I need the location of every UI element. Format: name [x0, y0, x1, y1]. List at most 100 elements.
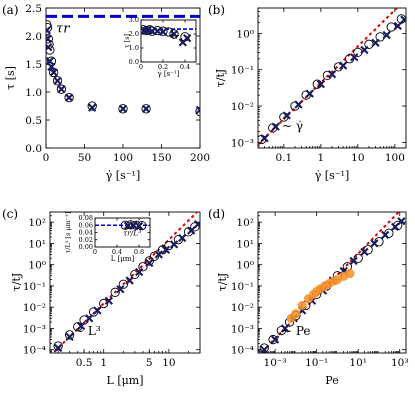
- y-tick-label: 10⁻¹: [23, 281, 46, 293]
- data-point: [93, 306, 102, 315]
- plot-area: [259, 212, 406, 353]
- y-tick-label: 10⁻¹: [231, 281, 254, 293]
- x-axis-label: L [μm]: [107, 374, 144, 387]
- x-tick-label: 0.1: [276, 152, 293, 164]
- data-point: [345, 269, 355, 279]
- y-tick-label: 0.04: [79, 229, 93, 237]
- x-tick-label: 10¹: [349, 357, 367, 369]
- x-tick-label: 10: [351, 152, 364, 164]
- data-point: [390, 222, 400, 232]
- panel-c: 0.5 1 5 10 10⁻⁴ 10⁻³ 10⁻² 10⁻¹ 10⁰ 10¹ 10² L [μm] τ/…: [2, 207, 201, 387]
- y-tick-label: 0.5: [25, 115, 42, 127]
- x-tick-label: 0.8: [134, 248, 144, 256]
- y-tick-label: 0.00: [79, 243, 93, 251]
- data-point: [138, 262, 148, 272]
- x-tick-label: 50: [78, 152, 91, 164]
- data-point: [88, 103, 97, 112]
- plot-area: [141, 25, 196, 47]
- data-point: [382, 30, 391, 40]
- data-point: [145, 258, 154, 268]
- trend-line: [258, 8, 399, 146]
- y-tick-label: 10⁻²: [23, 302, 46, 314]
- inset-reference-label: τr/L³: [123, 228, 141, 237]
- data-point: [271, 122, 280, 131]
- axes-frame: [49, 211, 201, 354]
- data-point: [158, 27, 168, 37]
- data-point: [64, 330, 75, 340]
- inset-2: 0 0.4 0.8 0.000.020.040.060.08 L [μm] τ/L³ [s…: [64, 212, 151, 263]
- reference-label: τr: [56, 21, 70, 36]
- data-point: [282, 111, 291, 120]
- x-tick-label: 10⁻³: [264, 357, 287, 369]
- data-point: [294, 100, 303, 109]
- data-point: [57, 85, 66, 94]
- y-tick-label: 2.0: [129, 30, 139, 38]
- x-tick-label: 10⁻¹: [305, 357, 328, 369]
- data-point: [53, 76, 62, 85]
- x-tick-label: 0.2: [158, 63, 168, 71]
- plot-area: [258, 8, 406, 146]
- y-tick-label: 2.5: [25, 3, 42, 15]
- panel-b: 0.1 1 10 100 10⁻³ 10⁻² 10⁻¹ 10⁰ γ̇ [s⁻¹] τ/tJ (b) ~…: [208, 3, 407, 182]
- panel-d: 10⁻³ 10⁻¹ 10¹ 10³ 10⁻⁴ 10⁻³ 10⁻² 10⁻¹ 10⁰ 10¹ 10² P…: [208, 207, 409, 387]
- inset-x-axis-label: γ̇ [s⁻¹]: [158, 70, 180, 78]
- data-point: [46, 26, 51, 35]
- data-point: [305, 89, 314, 98]
- data-point: [154, 250, 163, 259]
- y-tick-label: 0.08: [79, 214, 93, 222]
- x-tick-label: 0: [43, 152, 50, 164]
- trend-line: [259, 212, 401, 353]
- data-point: [46, 34, 53, 44]
- data-point: [46, 43, 53, 52]
- inset-reference-label: τr: [171, 32, 179, 41]
- y-tick-label: 10⁻³: [231, 323, 254, 335]
- data-point: [260, 134, 269, 143]
- data-point: [53, 341, 63, 351]
- panel-label: (a): [2, 3, 19, 17]
- data-point: [135, 267, 144, 277]
- y-tick-label: 0.0: [129, 58, 139, 66]
- y-tick-label: 10⁻³: [231, 137, 254, 149]
- panel-a: 0 50 100 150 200 0.0 0.5 1.0 1.5 2.0 2.5 γ̇ [s⁻¹] τ …: [2, 3, 210, 182]
- y-tick-label: 10⁻⁴: [23, 345, 46, 357]
- y-tick-label: 10²: [236, 217, 254, 229]
- x-tick-label: 1: [100, 357, 107, 369]
- data-point: [381, 230, 390, 240]
- data-point: [327, 70, 337, 79]
- data-point: [393, 21, 402, 31]
- y-tick-label: 10⁻⁴: [231, 345, 254, 357]
- data-point: [47, 62, 56, 71]
- data-point: [99, 298, 109, 309]
- data-point: [260, 345, 269, 353]
- inset-x-axis-label: L [μm]: [111, 255, 135, 263]
- x-tick-label: 10³: [391, 357, 409, 369]
- x-tick-label: 0.4: [112, 248, 122, 256]
- data-point: [338, 61, 348, 70]
- x-axis-label: γ̇ [s⁻¹]: [106, 169, 141, 182]
- inset-y-axis-label: τ [s]: [123, 34, 131, 48]
- y-tick-label: 10⁻³: [23, 323, 46, 335]
- data-point: [125, 276, 134, 285]
- x-tick-label: 1: [318, 152, 325, 164]
- panel-label: (d): [208, 207, 225, 221]
- y-tick-label: 1.0: [25, 87, 42, 99]
- plot-area: [95, 220, 150, 231]
- x-tick-label: 5: [146, 357, 153, 369]
- data-point: [118, 104, 128, 113]
- data-point: [65, 332, 74, 342]
- data-point: [104, 296, 114, 305]
- data-point: [169, 29, 179, 39]
- x-axis-label: γ̇ [s⁻¹]: [315, 169, 350, 182]
- data-point: [193, 220, 200, 229]
- trend-annotation: ~ L³: [74, 324, 101, 338]
- data-point: [64, 93, 74, 102]
- x-tick-label: 0.5: [76, 357, 93, 369]
- data-point: [169, 240, 179, 249]
- y-tick-label: 10⁰: [236, 260, 254, 272]
- y-axis-label: τ [s]: [4, 66, 17, 90]
- data-point: [371, 38, 380, 47]
- data-point: [349, 256, 358, 266]
- panel-label: (b): [208, 3, 225, 17]
- data-point: [49, 68, 58, 77]
